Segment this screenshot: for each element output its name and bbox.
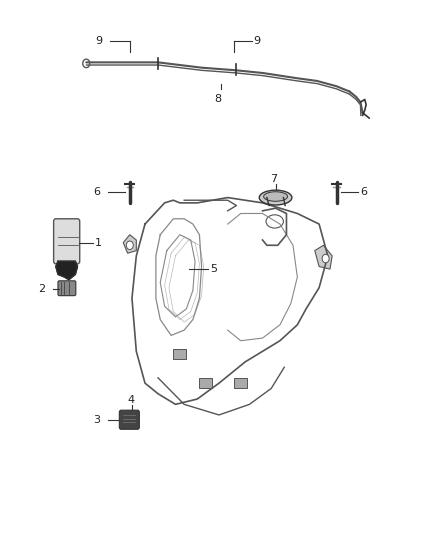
Polygon shape <box>123 235 136 253</box>
Text: 1: 1 <box>95 238 102 248</box>
FancyBboxPatch shape <box>58 281 76 296</box>
Bar <box>234 378 247 389</box>
Ellipse shape <box>259 190 292 205</box>
Text: 8: 8 <box>215 94 222 104</box>
Circle shape <box>322 254 329 263</box>
FancyBboxPatch shape <box>53 219 80 264</box>
Text: 4: 4 <box>127 395 135 405</box>
Ellipse shape <box>264 192 288 201</box>
FancyBboxPatch shape <box>119 410 139 429</box>
Text: 6: 6 <box>360 187 367 197</box>
Text: 9: 9 <box>95 36 102 46</box>
Polygon shape <box>56 261 78 280</box>
Polygon shape <box>315 245 332 269</box>
Text: 5: 5 <box>210 264 217 274</box>
Text: 9: 9 <box>253 36 260 46</box>
Text: 6: 6 <box>93 187 100 197</box>
Circle shape <box>126 241 133 249</box>
Bar <box>199 378 212 389</box>
Text: 3: 3 <box>93 415 100 425</box>
Bar <box>173 349 186 359</box>
Text: 7: 7 <box>270 174 278 184</box>
Text: 2: 2 <box>39 284 46 294</box>
